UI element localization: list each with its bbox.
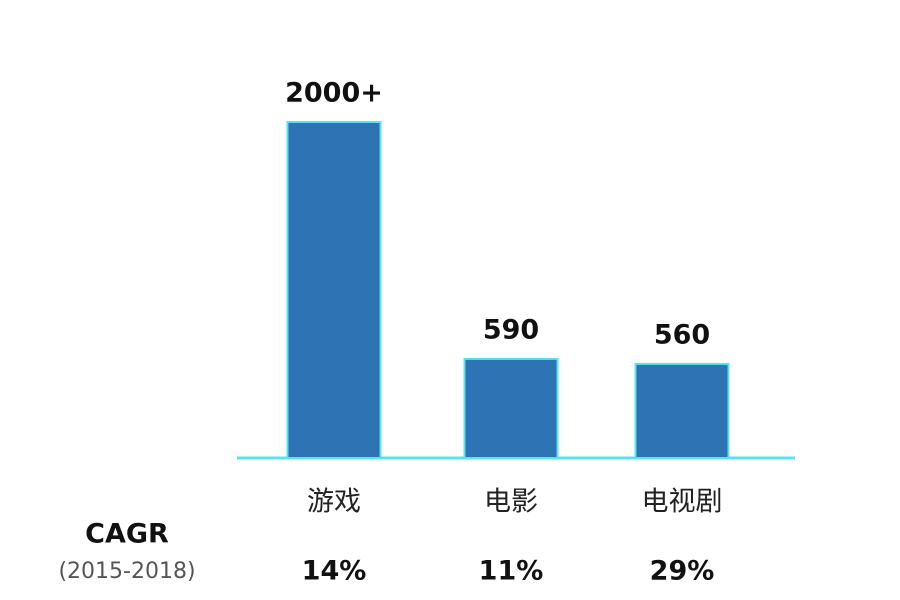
- cagr-value: 29%: [650, 556, 715, 587]
- bar: [286, 121, 382, 459]
- cagr-label: CAGR: [85, 519, 169, 550]
- value-label: 2000+: [285, 78, 383, 109]
- x-tick-label: 电视剧: [642, 487, 723, 518]
- bar: [634, 362, 730, 460]
- bar: [463, 357, 559, 460]
- value-label: 590: [483, 314, 539, 345]
- x-tick-label: 游戏: [307, 487, 361, 518]
- cagr-period: (2015-2018): [58, 559, 195, 584]
- cagr-value: 14%: [302, 556, 367, 587]
- x-tick-label: 电影: [484, 487, 538, 518]
- cagr-value: 11%: [479, 556, 544, 587]
- value-label: 560: [654, 319, 710, 350]
